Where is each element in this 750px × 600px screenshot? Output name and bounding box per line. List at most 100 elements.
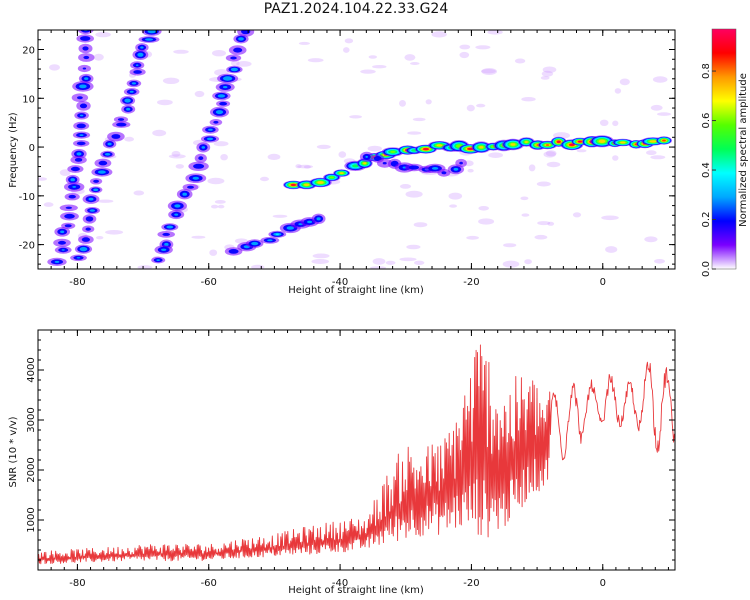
spectrogram-blob [147,30,156,34]
spectrogram-frame [37,29,676,270]
spectrogram-blob [93,188,99,192]
spectrogram-speck [372,65,387,69]
spectrogram-speck [399,184,412,189]
spectrogram-speck [230,60,240,67]
spectrogram-blob [423,148,429,151]
spectrogram-speck [520,196,529,201]
spectrogram-speck [370,266,387,269]
spectrogram-speck [385,260,396,265]
spectrogram-blob [74,158,83,162]
spectrogram-speck [207,177,225,185]
spectrogram-speck [338,151,347,158]
spectrogram-blob [77,96,83,100]
spectrogram-speck [466,235,479,240]
spectrogram-speck [162,77,180,85]
spectrogram-blob [545,144,550,146]
spectrogram-blob [230,56,237,60]
spectrogram-speck [605,246,618,253]
spectrogram-blob [215,110,224,115]
spectrogram-speck [514,58,526,64]
spectrogram-blob [408,165,420,170]
spectrogram-speck [105,230,124,235]
spectrogram-blob [193,163,205,169]
spectrogram-blob [339,172,344,175]
spectrogram-speck [572,212,582,218]
spectrogram-speck [521,97,536,102]
spectrogram-speck [413,222,428,228]
spectrogram-speck [191,235,206,239]
spectrogram-blob [201,146,206,149]
x-tick-label: -20 [463,277,479,288]
spectrogram-panel: -80 -60 -40 -20 0 -20 -10 0 10 20 Height of strai… [8,29,676,296]
spectrogram-speck [267,153,281,160]
spectrogram-speck [646,150,657,156]
colorbar-fill [712,29,736,269]
spectrogram-blob [524,141,528,143]
spectrogram-speck [405,190,423,198]
spectrogram-blob [316,217,321,221]
spectrogram-blob [219,101,228,106]
spectrogram-speck [448,192,463,200]
snr-background [38,330,675,570]
spectrogram-blob [382,162,387,165]
spectrogram-blob [61,249,65,251]
spectrogram-blob [131,82,136,85]
x-tick-label: -40 [332,277,348,288]
spectrogram-blob [140,46,144,49]
spectrogram-blob [251,241,259,246]
spectrogram-speck [399,257,417,262]
x-tick-label: 0 [600,277,606,288]
spectrogram-blob [124,98,131,103]
spectrogram-blob [166,225,174,229]
spectrogram-speck [96,236,104,240]
spectrogram-speck [425,99,432,105]
spectrogram-speck [312,253,330,259]
spectrogram-speck [372,258,386,265]
spectrogram-speck [475,45,491,50]
spectrogram-blob [133,70,142,74]
spectrogram-blob [82,67,87,70]
spectrogram-blob [453,167,459,171]
spectrogram-blob [206,137,214,141]
spectrogram-blob [213,120,219,124]
spectrogram-speck [459,51,470,59]
y-tick-label: -20 [19,241,35,252]
spectrogram-speck [367,145,382,152]
spectrogram-blob [662,139,666,142]
spectrogram-blob [275,233,279,235]
spectrogram-blob [365,155,369,158]
spectrogram-speck [481,69,496,74]
y-tick-label: 10 [22,94,35,105]
spectrogram-blob [79,103,88,109]
spectrogram-blob [598,139,606,143]
spectrogram-blob [70,178,75,182]
spectrogram-blob [111,134,121,139]
spectrogram-blob [84,77,89,80]
snr-ylabel: SNR (10 * v/v) [8,416,19,487]
spectrogram-speck [412,117,426,122]
spectrogram-blob [187,185,194,189]
spectrogram-speck [652,76,668,83]
spectrogram-blob [363,162,367,165]
spectrogram-blob [70,166,80,172]
spectrogram-speck [220,154,228,161]
spectrogram-blob [431,167,439,170]
spectrogram-speck [612,155,619,161]
spectrogram-speck [407,131,422,135]
colorbar-tick-label: 0.0 [701,261,712,277]
spectrogram-blob [82,46,89,51]
spectrogram-speck [209,249,218,256]
spectrogram-speck [528,164,536,172]
spectrogram-speck [124,136,134,142]
spectrogram-blob [93,179,99,183]
spectrogram-blob [79,114,84,117]
spectrogram-speck [547,221,555,226]
spectrogram-speck [601,215,619,221]
spectrogram-blob [468,147,473,150]
spectrogram-blob [578,140,582,143]
spectrogram-speck [137,265,153,269]
spectrogram-speck [95,31,111,38]
colorbar-ticks: 0.0 0.2 0.4 0.6 0.8 [701,63,716,277]
spectrogram-blob [373,156,382,161]
